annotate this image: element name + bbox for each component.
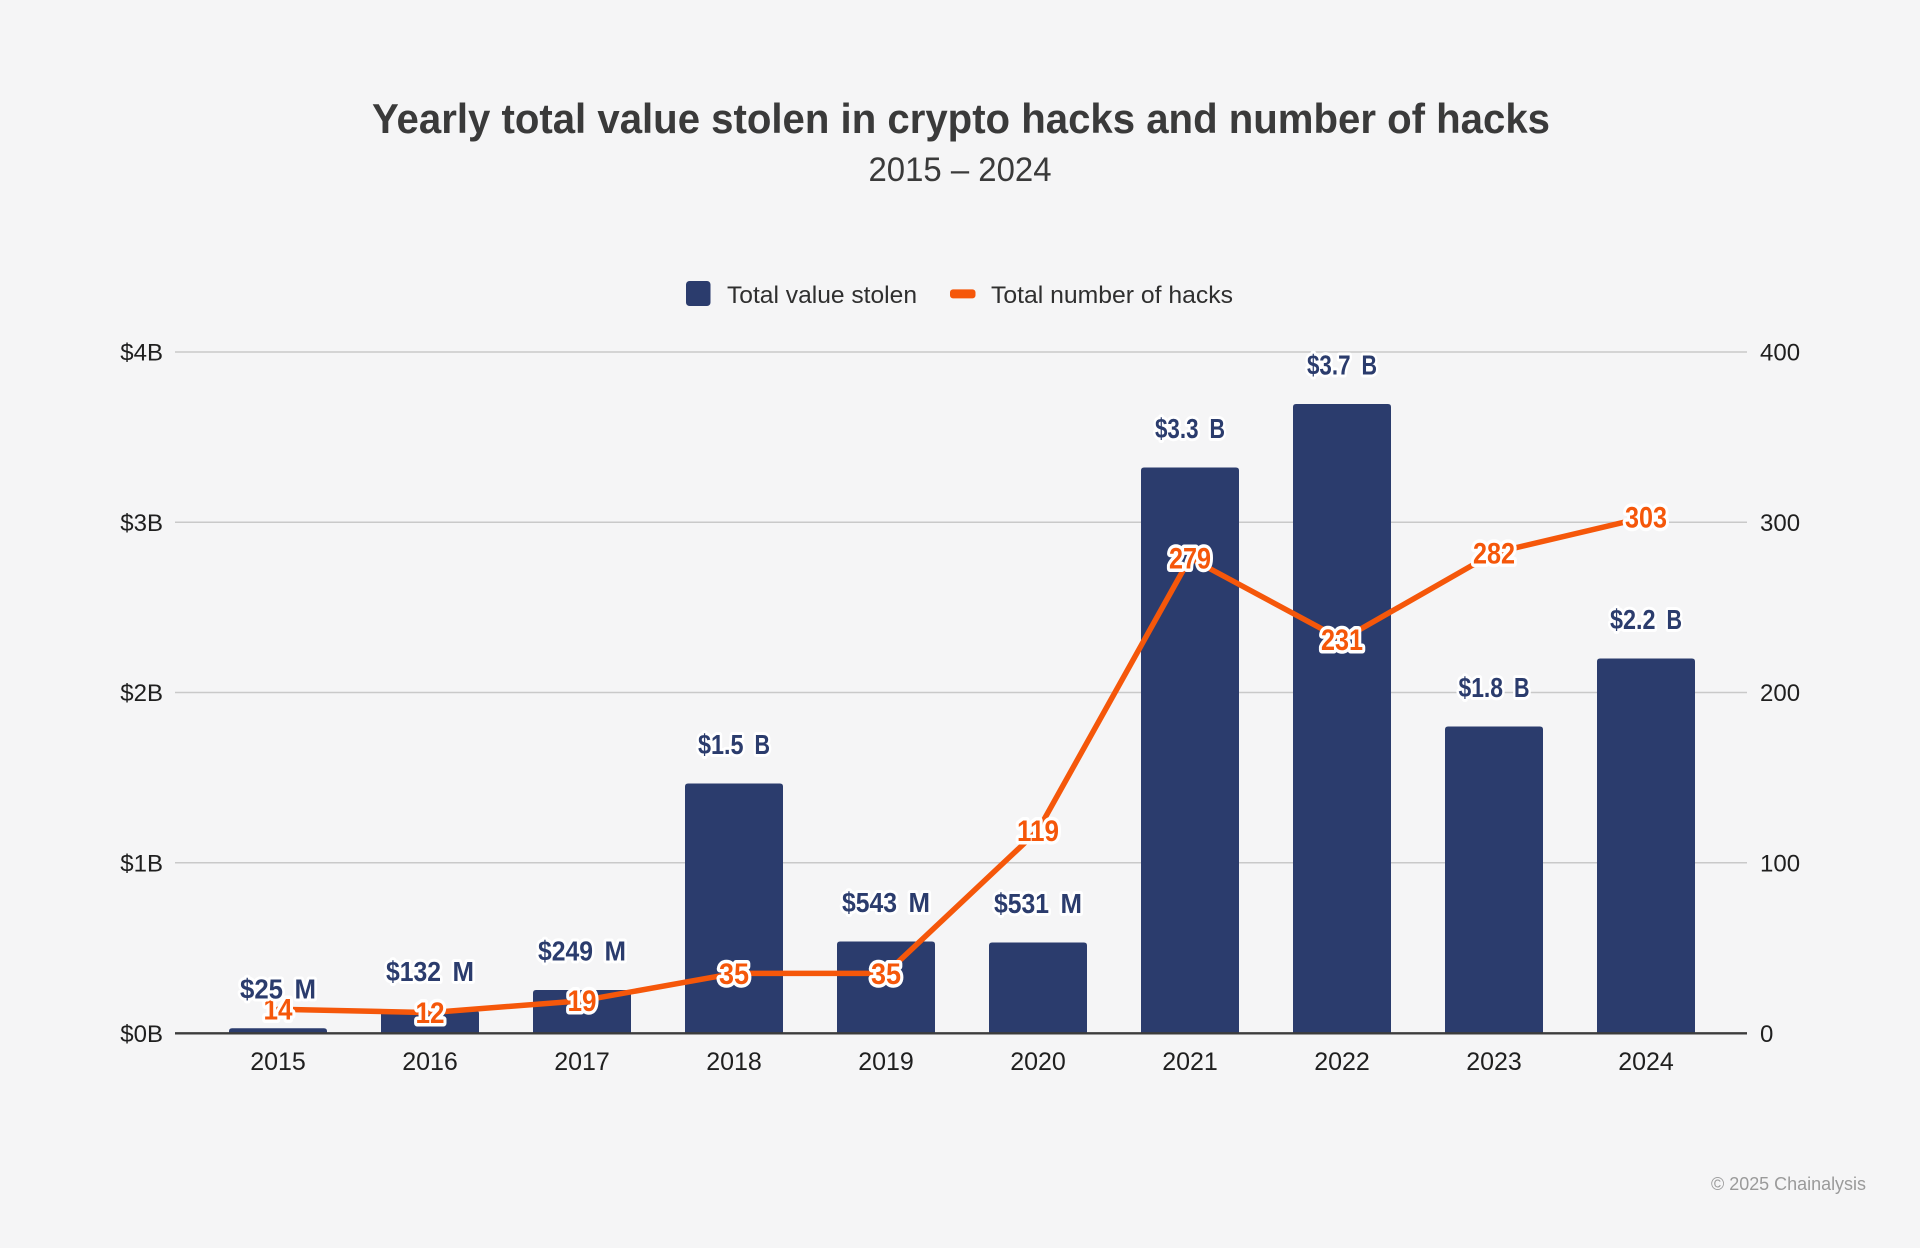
svg-text:$543: $543: [842, 887, 897, 918]
svg-text:M: M: [453, 956, 475, 987]
svg-text:$249: $249: [538, 936, 593, 967]
svg-text:M: M: [295, 974, 317, 1005]
svg-text:$2B: $2B: [120, 680, 163, 707]
svg-text:282: 282: [1473, 537, 1515, 570]
svg-text:100: 100: [1760, 850, 1800, 877]
svg-text:$1.8: $1.8: [1459, 672, 1504, 703]
svg-text:119: 119: [1017, 815, 1059, 848]
svg-text:$1B: $1B: [120, 850, 163, 877]
svg-text:35: 35: [871, 958, 901, 991]
svg-text:231: 231: [1321, 624, 1363, 657]
svg-text:2019: 2019: [858, 1048, 914, 1076]
svg-text:M: M: [909, 887, 931, 918]
svg-text:2020: 2020: [1010, 1048, 1066, 1076]
svg-text:$2.2: $2.2: [1610, 604, 1656, 635]
svg-text:$4B: $4B: [120, 340, 163, 367]
svg-text:$531: $531: [994, 888, 1049, 919]
svg-text:0: 0: [1760, 1021, 1773, 1048]
svg-text:200: 200: [1760, 680, 1800, 707]
svg-text:14: 14: [264, 994, 293, 1027]
svg-text:$3.3: $3.3: [1155, 413, 1199, 444]
svg-text:M: M: [1061, 888, 1083, 919]
svg-text:B: B: [1210, 413, 1226, 444]
svg-text:Yearly total value stolen in c: Yearly total value stolen in crypto hack…: [372, 95, 1550, 142]
svg-text:2023: 2023: [1466, 1048, 1522, 1076]
svg-text:2015 – 2024: 2015 – 2024: [869, 151, 1052, 189]
svg-text:300: 300: [1760, 510, 1800, 537]
svg-text:2017: 2017: [554, 1048, 610, 1076]
svg-text:12: 12: [416, 997, 445, 1030]
svg-text:M: M: [605, 936, 627, 967]
svg-text:$3B: $3B: [120, 510, 163, 537]
svg-text:$25: $25: [240, 974, 283, 1005]
svg-text:$3.7: $3.7: [1307, 350, 1351, 381]
svg-text:19: 19: [568, 985, 597, 1018]
svg-text:2018: 2018: [706, 1048, 762, 1076]
svg-text:B: B: [755, 729, 771, 760]
svg-text:$132: $132: [386, 956, 441, 987]
svg-text:Total value stolen: Total value stolen: [727, 282, 917, 309]
svg-text:$0B: $0B: [120, 1021, 163, 1048]
svg-text:2022: 2022: [1314, 1048, 1370, 1076]
svg-text:2016: 2016: [402, 1048, 458, 1076]
svg-text:400: 400: [1760, 340, 1800, 367]
svg-text:303: 303: [1625, 502, 1667, 535]
svg-text:© 2025 Chainalysis: © 2025 Chainalysis: [1711, 1174, 1866, 1194]
svg-text:B: B: [1362, 350, 1378, 381]
svg-text:35: 35: [719, 958, 749, 991]
svg-text:2021: 2021: [1162, 1048, 1218, 1076]
svg-text:$1.5: $1.5: [698, 729, 744, 760]
svg-text:2015: 2015: [250, 1048, 306, 1076]
svg-text:B: B: [1514, 672, 1530, 703]
svg-text:279: 279: [1169, 543, 1211, 576]
svg-text:B: B: [1667, 604, 1683, 635]
svg-text:2024: 2024: [1618, 1048, 1674, 1076]
svg-text:Total number of hacks: Total number of hacks: [991, 282, 1233, 309]
